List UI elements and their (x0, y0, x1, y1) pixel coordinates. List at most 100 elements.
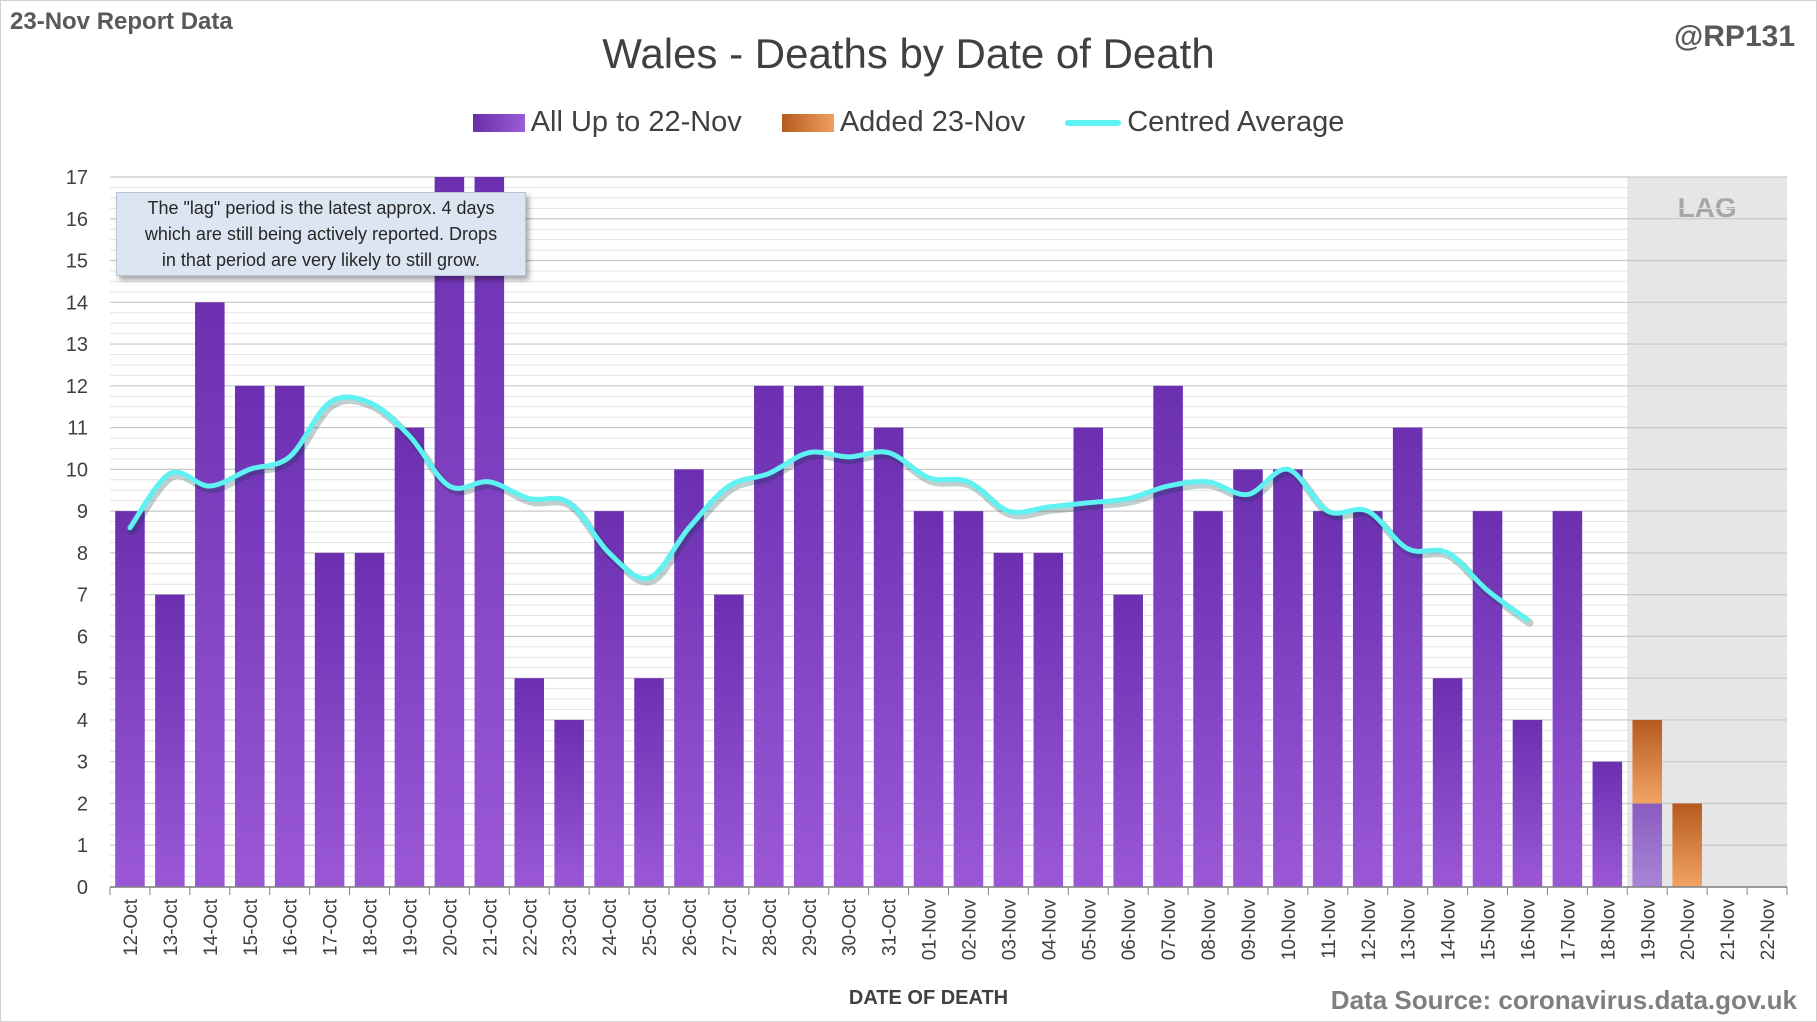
bar-prior (1352, 511, 1383, 887)
average-line-path (127, 394, 1530, 623)
x-tick-label: 15-Oct (241, 898, 262, 956)
bar-prior (1592, 761, 1623, 887)
x-tick-label: 28-Oct (760, 898, 781, 956)
x-tick-label: 30-Oct (840, 898, 861, 956)
legend-swatch-purple (472, 113, 525, 132)
y-tick-label: 11 (67, 418, 88, 440)
x-tick-label: 02-Nov (959, 899, 980, 961)
bar-prior (1472, 511, 1503, 887)
note-line: The "lag" period is the latest approx. 4… (147, 198, 495, 218)
x-tick-label: 08-Nov (1199, 899, 1220, 961)
x-tick-label: 19-Oct (400, 898, 421, 956)
bar-prior (434, 177, 465, 887)
bar-prior (1632, 803, 1663, 887)
legend: All Up to 22-Nov Added 23-Nov Centred Av… (0, 106, 1817, 139)
x-tick-label: 10-Nov (1279, 899, 1300, 961)
y-tick-label: 1 (77, 835, 88, 857)
x-tick-label: 20-Nov (1678, 899, 1699, 961)
x-tick-label: 14-Oct (201, 898, 222, 956)
y-tick-label: 14 (66, 292, 88, 314)
legend-item-prior: All Up to 22-Nov (472, 106, 742, 139)
x-tick-label: 22-Oct (520, 898, 541, 956)
y-tick-label: 13 (66, 334, 88, 356)
bar-prior (793, 385, 824, 887)
x-tick-label: 25-Oct (640, 898, 661, 956)
x-tick-label: 24-Oct (600, 898, 621, 956)
x-tick-label: 12-Oct (121, 898, 142, 956)
x-tick-label: 13-Nov (1399, 899, 1420, 961)
x-tick-label: 16-Nov (1518, 899, 1539, 961)
y-tick-label: 5 (77, 668, 88, 690)
bar-prior (155, 594, 185, 887)
legend-swatch-orange (781, 113, 834, 132)
bar-added (1632, 719, 1663, 804)
bar-prior (274, 385, 305, 887)
y-tick-label: 17 (66, 167, 88, 189)
author-handle: @RP131 (1674, 20, 1795, 53)
x-tick-label: 29-Oct (800, 898, 821, 956)
y-tick-label: 4 (77, 710, 88, 732)
bar-prior (1392, 427, 1423, 887)
bar-prior (634, 678, 664, 887)
lag-note-box: The "lag" period is the latest approx. 4… (116, 192, 526, 276)
x-tick-label: 21-Oct (480, 898, 501, 956)
bar-prior (1193, 511, 1223, 887)
bar-prior (1313, 511, 1343, 887)
x-tick-label: 07-Nov (1159, 899, 1180, 961)
bar-prior (514, 678, 545, 887)
x-tick-label: 16-Oct (281, 898, 302, 956)
x-tick-label: 22-Nov (1758, 899, 1779, 961)
x-tick-label: 19-Nov (1638, 899, 1659, 961)
x-tick-label: 21-Nov (1718, 899, 1739, 961)
y-tick-label: 12 (66, 376, 88, 398)
y-tick-label: 7 (77, 585, 88, 607)
x-tick-label: 18-Nov (1598, 899, 1619, 961)
legend-label-average: Centred Average (1127, 106, 1345, 138)
bar-prior (354, 552, 385, 887)
bar-prior (1233, 469, 1263, 887)
bar-prior (1033, 552, 1064, 887)
bar-prior (1273, 469, 1303, 887)
legend-swatch-line (1065, 119, 1122, 126)
x-tick-label: 01-Nov (920, 899, 941, 961)
report-date-label: 23-Nov Report Data (10, 8, 233, 35)
x-tick-label: 17-Oct (321, 898, 342, 956)
x-tick-label: 31-Oct (880, 898, 901, 956)
bar-prior (594, 511, 624, 887)
x-tick-label: 14-Nov (1439, 899, 1460, 961)
bar-prior (1113, 594, 1143, 887)
bar-prior (714, 594, 744, 887)
y-tick-label: 0 (77, 877, 88, 899)
bar-prior (754, 385, 784, 887)
bar-prior (554, 719, 584, 887)
x-tick-label: 18-Oct (361, 898, 382, 956)
bar-prior (993, 552, 1024, 887)
average-line (127, 394, 1534, 627)
y-tick-label: 3 (77, 752, 88, 774)
bar-prior (474, 177, 505, 887)
y-tick-label: 10 (66, 459, 88, 481)
bar-prior (1432, 678, 1463, 887)
note-line: in that period are very likely to still … (161, 250, 481, 270)
chart-title: Wales - Deaths by Date of Death (602, 30, 1215, 77)
bar-prior (314, 552, 345, 887)
bar-added (1672, 803, 1702, 887)
bar-prior (1153, 385, 1183, 887)
x-tick-label: 12-Nov (1359, 899, 1380, 961)
bar-prior (873, 427, 904, 887)
note-line: which are still being actively reported.… (144, 224, 498, 244)
bar-prior (953, 511, 984, 887)
x-tick-label: 15-Nov (1479, 899, 1500, 961)
bar-prior (1073, 427, 1104, 887)
x-tick-label: 03-Nov (999, 899, 1020, 961)
x-tick-label: 04-Nov (1039, 899, 1060, 961)
bar-prior (1512, 719, 1543, 887)
lag-label: LAG (1678, 192, 1737, 223)
bar-prior (234, 385, 265, 887)
y-tick-label: 8 (77, 543, 88, 565)
x-tick-label: 17-Nov (1558, 899, 1579, 961)
legend-label-added: Added 23-Nov (839, 106, 1026, 138)
x-tick-label: 27-Oct (720, 898, 741, 956)
